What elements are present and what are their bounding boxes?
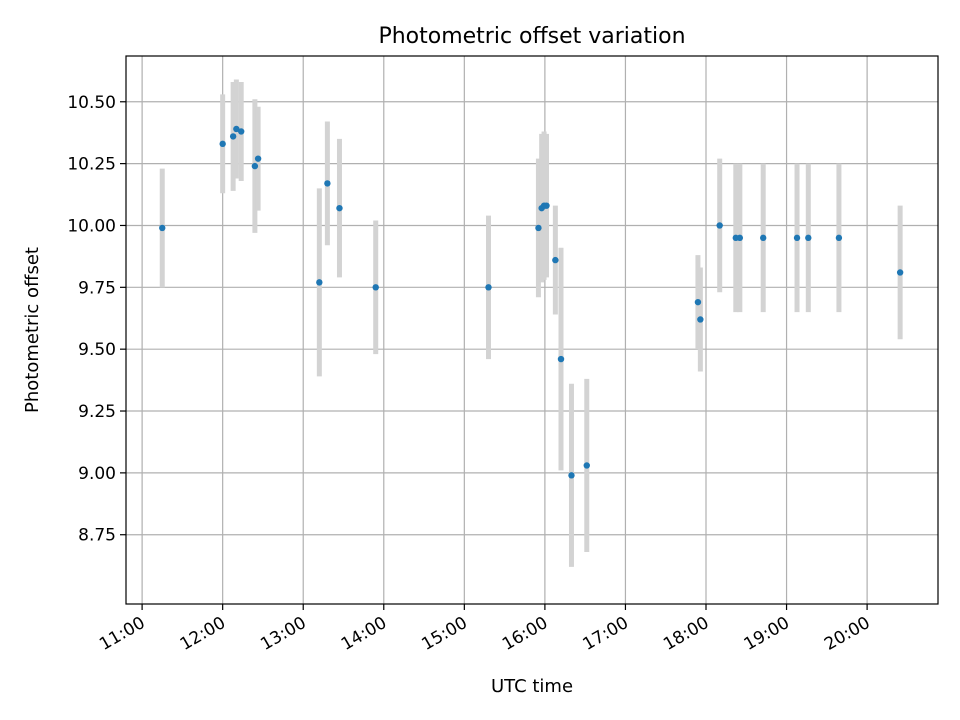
- y-tick-label: 10.25: [67, 155, 116, 175]
- data-point: [805, 234, 812, 242]
- data-point: [543, 202, 550, 209]
- data-point: [736, 234, 744, 242]
- data-point: [254, 155, 262, 162]
- point-layer: [159, 125, 904, 479]
- y-axis-label: Photometric offset: [22, 247, 43, 413]
- y-tick-label: 10.00: [67, 216, 116, 236]
- y-tick-label: 8.75: [78, 526, 116, 546]
- data-point: [485, 284, 492, 291]
- y-tick-label: 10.50: [67, 93, 116, 113]
- data-point: [552, 256, 559, 264]
- data-point: [535, 224, 542, 232]
- data-point: [557, 355, 565, 363]
- data-point: [697, 316, 704, 323]
- data-point: [568, 472, 575, 479]
- data-point: [229, 133, 237, 140]
- data-point: [219, 140, 226, 148]
- y-tick-label: 9.75: [78, 278, 116, 298]
- data-point: [896, 269, 904, 276]
- data-point: [233, 125, 240, 133]
- y-tick-label: 9.25: [78, 402, 116, 422]
- data-point: [237, 128, 245, 135]
- x-axis-label: UTC time: [491, 676, 573, 697]
- data-point: [694, 298, 702, 306]
- y-tick-label: 9.00: [78, 464, 116, 484]
- data-point: [793, 234, 801, 242]
- data-point: [251, 162, 259, 170]
- data-point: [372, 284, 379, 291]
- data-point: [716, 222, 723, 229]
- data-point: [835, 234, 843, 242]
- data-point: [759, 234, 767, 242]
- data-point: [336, 204, 343, 212]
- chart-title: Photometric offset variation: [378, 24, 685, 49]
- data-point: [159, 224, 166, 232]
- data-point: [324, 180, 331, 187]
- data-point: [316, 279, 323, 286]
- data-point: [583, 462, 590, 469]
- y-tick-label: 9.50: [78, 340, 116, 360]
- plot-frame: [125, 55, 939, 605]
